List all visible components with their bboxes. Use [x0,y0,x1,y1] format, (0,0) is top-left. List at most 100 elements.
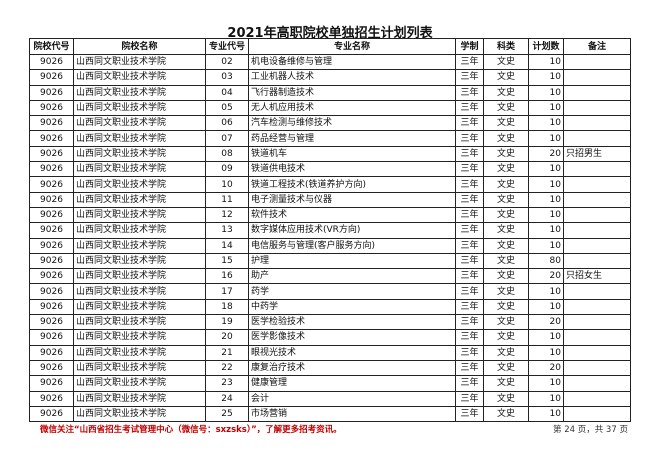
cell-major-code: 14 [205,237,249,254]
cell-school-code: 9026 [29,161,74,178]
table-row: 9026 山西同文职业技术学院 16 助产 三年 文史 20 只招女生 [29,268,631,285]
cell-school-name: 山西同文职业技术学院 [73,130,206,147]
cell-remark [563,329,631,346]
cell-school-code: 9026 [29,283,74,300]
cell-plan-count: 10 [528,115,564,132]
header-major-name: 专业名称 [248,38,456,55]
cell-major-name: 铁道机车 [248,145,456,163]
cell-major-code: 10 [205,176,249,193]
cell-remark: 只招男生 [563,145,631,163]
table-row: 9026 山西同文职业技术学院 25 市场营销 三年 文史 10 [29,405,631,423]
cell-duration: 三年 [455,206,484,224]
table-row: 9026 山西同文职业技术学院 23 健康管理 三年 文史 10 [29,375,631,392]
cell-school-name: 山西同文职业技术学院 [73,99,206,117]
cell-category: 文史 [483,84,529,101]
cell-school-code: 9026 [29,329,74,346]
cell-major-name: 助产 [248,268,456,285]
cell-major-name: 医学影像技术 [248,329,456,346]
cell-school-name: 山西同文职业技术学院 [73,298,206,316]
cell-school-name: 山西同文职业技术学院 [73,252,206,270]
cell-plan-count: 10 [528,69,564,86]
table-row: 9026 山西同文职业技术学院 13 数字媒体应用技术(VR方向) 三年 文史 10 [29,222,631,239]
table-row: 9026 山西同文职业技术学院 17 药学 三年 文史 10 [29,283,631,300]
cell-school-name: 山西同文职业技术学院 [73,69,206,86]
cell-duration: 三年 [455,53,484,71]
header-major-code: 专业代号 [205,38,249,55]
cell-remark [563,176,631,193]
cell-remark [563,359,631,377]
cell-category: 文史 [483,344,529,361]
cell-duration: 三年 [455,375,484,392]
table-row: 9026 山西同文职业技术学院 07 药品经营与管理 三年 文史 10 [29,130,631,147]
cell-category: 文史 [483,161,529,178]
cell-category: 文史 [483,405,529,423]
cell-major-code: 02 [205,53,249,71]
cell-duration: 三年 [455,298,484,316]
cell-major-code: 15 [205,252,249,270]
cell-major-name: 市场营销 [248,405,456,423]
cell-school-code: 9026 [29,176,74,193]
cell-school-name: 山西同文职业技术学院 [73,222,206,239]
cell-school-code: 9026 [29,130,74,147]
cell-plan-count: 10 [528,405,564,423]
cell-school-name: 山西同文职业技术学院 [73,176,206,193]
table-row: 9026 山西同文职业技术学院 06 汽车检测与维修技术 三年 文史 10 [29,115,631,132]
cell-category: 文史 [483,145,529,163]
cell-major-code: 13 [205,222,249,239]
cell-remark [563,115,631,132]
cell-major-name: 铁道工程技术(铁道养护方向) [248,176,456,193]
table-row: 9026 山西同文职业技术学院 09 铁道供电技术 三年 文史 10 [29,161,631,178]
cell-category: 文史 [483,359,529,377]
cell-category: 文史 [483,375,529,392]
cell-plan-count: 10 [528,237,564,254]
cell-duration: 三年 [455,84,484,101]
cell-major-code: 24 [205,390,249,407]
cell-major-name: 铁道供电技术 [248,161,456,178]
cell-major-code: 12 [205,206,249,224]
cell-school-name: 山西同文职业技术学院 [73,344,206,361]
cell-duration: 三年 [455,191,484,208]
cell-school-code: 9026 [29,191,74,208]
cell-plan-count: 10 [528,84,564,101]
header-plan-count: 计划数 [528,38,564,55]
cell-plan-count: 10 [528,206,564,224]
cell-plan-count: 10 [528,176,564,193]
cell-major-name: 护理 [248,252,456,270]
cell-major-name: 药学 [248,283,456,300]
cell-major-code: 08 [205,145,249,163]
cell-remark [563,283,631,300]
cell-school-name: 山西同文职业技术学院 [73,329,206,346]
cell-category: 文史 [483,53,529,71]
cell-remark [563,375,631,392]
cell-plan-count: 10 [528,191,564,208]
cell-duration: 三年 [455,99,484,117]
cell-major-name: 汽车检测与维修技术 [248,115,456,132]
cell-plan-count: 10 [528,283,564,300]
cell-category: 文史 [483,115,529,132]
cell-remark: 只招女生 [563,268,631,285]
header-category: 科类 [483,38,529,55]
cell-major-code: 18 [205,298,249,316]
cell-major-code: 09 [205,161,249,178]
table-row: 9026 山西同文职业技术学院 15 护理 三年 文史 80 [29,252,631,270]
cell-duration: 三年 [455,268,484,285]
cell-category: 文史 [483,69,529,86]
cell-remark [563,99,631,117]
cell-school-name: 山西同文职业技术学院 [73,84,206,101]
header-school-name: 院校名称 [73,38,206,55]
cell-plan-count: 10 [528,222,564,239]
cell-duration: 三年 [455,237,484,254]
cell-category: 文史 [483,99,529,117]
cell-category: 文史 [483,222,529,239]
cell-major-name: 软件技术 [248,206,456,224]
cell-major-name: 电信服务与管理(客户服务方向) [248,237,456,254]
cell-school-name: 山西同文职业技术学院 [73,359,206,377]
cell-category: 文史 [483,390,529,407]
cell-school-name: 山西同文职业技术学院 [73,405,206,423]
cell-plan-count: 10 [528,130,564,147]
page-title: 2021年高职院校单独招生计划列表 [227,26,433,41]
cell-school-name: 山西同文职业技术学院 [73,115,206,132]
cell-major-code: 03 [205,69,249,86]
cell-school-name: 山西同文职业技术学院 [73,145,206,163]
cell-school-name: 山西同文职业技术学院 [73,206,206,224]
